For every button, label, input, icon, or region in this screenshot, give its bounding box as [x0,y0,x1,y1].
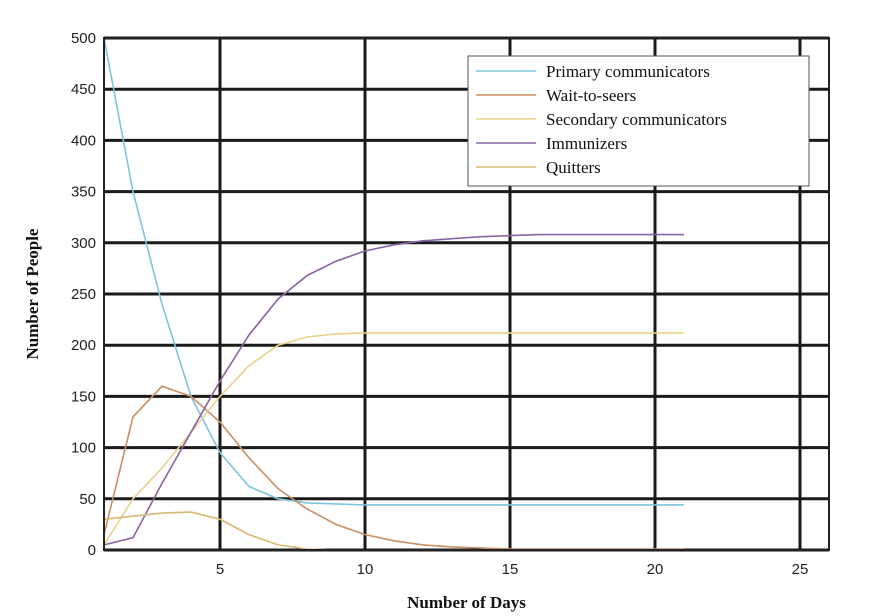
legend-entry-label: Primary communicators [546,62,710,81]
x-tick-label: 20 [647,561,664,578]
y-tick-label: 0 [88,542,96,559]
y-tick-label: 300 [71,235,96,252]
y-tick-label: 50 [79,491,96,508]
series-line-wait-to-seers [103,385,684,550]
x-tick-label: 5 [216,561,224,578]
x-axis-label: Number of Days [407,593,526,612]
y-axis-label: Number of People [23,228,42,359]
series-line-immunizers [103,233,684,546]
y-tick-label: 450 [71,81,96,98]
legend-entry-label: Immunizers [546,134,627,153]
x-tick-label: 15 [502,561,519,578]
series-line-quitters [103,511,684,551]
y-tick-label: 150 [71,388,96,405]
legend-entry-label: Wait-to-seers [546,86,636,105]
legend: Primary communicators Wait-to-seers Second… [467,55,810,187]
legend-box [467,55,810,187]
series-line-secondary-communicators [103,332,684,546]
plot-frame [103,37,830,551]
legend-entry-label: Secondary communicators [546,110,727,129]
legend-entry-label: Quitters [546,158,601,177]
x-tick-label: 25 [792,561,809,578]
y-tick-label: 350 [71,184,96,201]
y-tick-label: 200 [71,337,96,354]
y-tick-label: 500 [71,30,96,47]
x-tick-label: 10 [357,561,374,578]
y-tick-label: 400 [71,132,96,149]
y-tick-label: 250 [71,286,96,303]
y-tick-label: 100 [71,440,96,457]
